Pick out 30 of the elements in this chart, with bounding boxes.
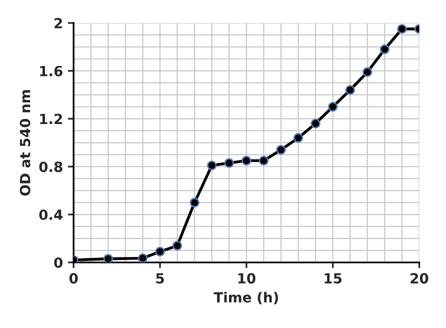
x-axis-title: Time (h) [214, 292, 278, 304]
point [224, 158, 234, 168]
point [362, 67, 372, 77]
y-tick-label: 1.2 [40, 114, 62, 124]
point [242, 156, 252, 166]
point [310, 118, 320, 128]
x-tick-label: 20 [410, 273, 428, 284]
point [276, 145, 286, 155]
x-tick-label: 10 [238, 273, 256, 284]
point [293, 133, 304, 143]
point [397, 24, 407, 34]
y-tick-label: 1.6 [40, 66, 62, 76]
y-tick-label: 2 [54, 18, 62, 28]
point [190, 198, 200, 208]
point [380, 44, 390, 54]
point [328, 102, 338, 112]
y-tick-label: 0.4 [39, 209, 63, 220]
point [345, 85, 355, 95]
y-tick-label: 0 [54, 257, 63, 268]
x-tick-label: 15 [324, 273, 342, 284]
y-axis-title: OD at 540 nm [20, 90, 30, 196]
point [155, 246, 165, 256]
point [206, 160, 217, 170]
point [258, 156, 269, 166]
point [172, 240, 182, 250]
x-tick-label: 5 [156, 273, 164, 284]
x-tick-label: 0 [69, 273, 78, 284]
point [138, 253, 148, 262]
y-tick-label: 0.8 [39, 162, 62, 172]
point [103, 254, 114, 262]
